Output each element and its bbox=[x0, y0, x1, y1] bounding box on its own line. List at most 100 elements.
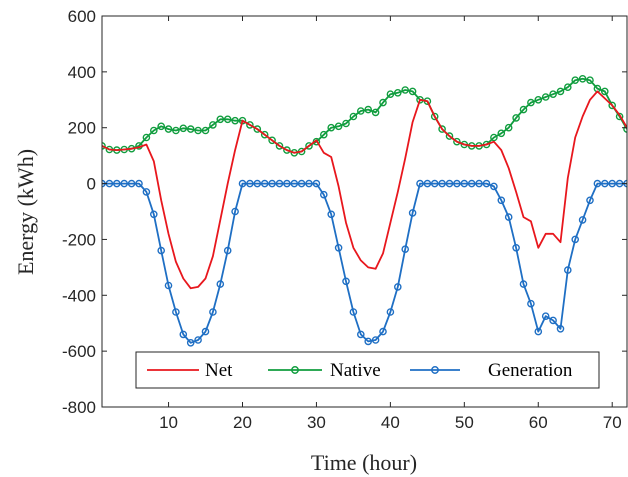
data-point-generation bbox=[371, 336, 380, 344]
data-point-native bbox=[149, 126, 158, 135]
data-point-generation bbox=[260, 179, 269, 188]
y-tick-label: 0 bbox=[87, 175, 96, 194]
data-point-native bbox=[209, 121, 217, 129]
data-point-generation bbox=[416, 179, 424, 188]
data-point-generation bbox=[275, 179, 284, 188]
data-point-generation bbox=[423, 179, 432, 188]
x-tick-label: 30 bbox=[307, 413, 326, 432]
data-point-generation bbox=[438, 179, 446, 188]
data-point-generation bbox=[564, 266, 572, 274]
data-point-generation bbox=[549, 316, 557, 325]
data-point-native bbox=[334, 122, 343, 131]
data-point-generation bbox=[283, 179, 291, 188]
data-point-generation bbox=[490, 182, 498, 191]
data-point-native bbox=[253, 125, 262, 133]
data-point-native bbox=[408, 87, 417, 96]
data-point-native bbox=[327, 123, 336, 132]
data-point-generation bbox=[512, 243, 520, 252]
data-point-generation bbox=[401, 245, 410, 253]
data-point-generation bbox=[534, 327, 543, 336]
series-line-native bbox=[102, 77, 627, 154]
data-point-generation bbox=[209, 308, 217, 316]
legend-generation-label: Generation bbox=[488, 360, 573, 381]
data-point-native bbox=[615, 112, 624, 121]
data-point-generation bbox=[268, 179, 276, 188]
data-point-native bbox=[386, 90, 395, 98]
data-point-native bbox=[512, 114, 520, 122]
data-point-native bbox=[356, 107, 365, 115]
data-point-generation bbox=[253, 179, 262, 188]
data-point-generation bbox=[393, 283, 402, 291]
x-tick-label: 50 bbox=[455, 413, 474, 432]
data-point-generation bbox=[127, 179, 136, 188]
data-point-generation bbox=[231, 207, 239, 216]
data-point-generation bbox=[334, 243, 343, 252]
legend-generation-marker bbox=[431, 366, 439, 374]
data-point-generation bbox=[356, 330, 365, 339]
plot-area-frame bbox=[101, 15, 628, 408]
data-point-generation bbox=[386, 308, 395, 316]
data-point-native bbox=[379, 98, 387, 107]
data-point-native bbox=[519, 105, 528, 114]
x-tick-label: 40 bbox=[381, 413, 400, 432]
data-point-native bbox=[172, 126, 180, 135]
data-point-generation bbox=[290, 179, 299, 188]
data-point-native bbox=[179, 124, 188, 133]
x-tick-label: 10 bbox=[159, 413, 178, 432]
data-point-generation bbox=[342, 277, 350, 286]
data-point-native bbox=[504, 123, 513, 132]
data-point-generation bbox=[120, 179, 128, 188]
data-point-generation bbox=[475, 179, 483, 188]
data-point-native bbox=[527, 98, 535, 107]
data-point-generation bbox=[601, 179, 609, 188]
data-point-generation bbox=[135, 179, 143, 188]
data-point-generation bbox=[113, 179, 121, 188]
data-point-generation bbox=[305, 179, 313, 188]
data-point-generation bbox=[223, 246, 232, 255]
data-point-native bbox=[564, 83, 572, 91]
data-point-generation bbox=[519, 280, 528, 288]
data-point-generation bbox=[201, 327, 210, 336]
data-point-native bbox=[534, 96, 543, 104]
data-point-native bbox=[231, 116, 239, 125]
x-tick-label: 20 bbox=[233, 413, 252, 432]
data-point-generation bbox=[364, 337, 373, 346]
data-point-generation bbox=[312, 179, 321, 188]
data-point-generation bbox=[497, 196, 506, 205]
data-point-native bbox=[223, 115, 232, 124]
y-tick-label: -800 bbox=[62, 398, 96, 417]
data-point-generation bbox=[149, 210, 158, 219]
data-point-native bbox=[319, 130, 328, 139]
y-tick-label: -400 bbox=[62, 286, 96, 305]
series-line-net bbox=[102, 90, 627, 290]
data-point-native bbox=[601, 87, 609, 96]
data-point-native bbox=[623, 125, 627, 133]
data-point-native bbox=[445, 132, 454, 140]
data-point-native bbox=[541, 93, 550, 101]
data-point-native bbox=[142, 133, 151, 142]
legend-native-marker bbox=[291, 366, 299, 374]
data-point-generation bbox=[556, 324, 565, 333]
data-point-generation bbox=[194, 336, 202, 344]
data-point-generation bbox=[541, 312, 550, 321]
data-point-native bbox=[194, 126, 202, 135]
data-point-generation bbox=[504, 213, 513, 221]
series-layer bbox=[102, 75, 627, 347]
legend-native-label: Native bbox=[330, 360, 381, 381]
data-point-native bbox=[556, 87, 565, 96]
data-point-native bbox=[186, 125, 195, 133]
data-point-generation bbox=[608, 179, 617, 188]
data-point-native bbox=[571, 76, 580, 84]
data-point-generation bbox=[460, 179, 469, 188]
y-axis-title: Energy (kWh) bbox=[13, 149, 38, 275]
data-point-native bbox=[586, 76, 594, 84]
data-point-native bbox=[283, 146, 291, 154]
x-axis-title: Time (hour) bbox=[311, 450, 417, 475]
data-point-native bbox=[549, 90, 557, 98]
series-generation bbox=[102, 179, 627, 347]
data-point-generation bbox=[238, 179, 247, 188]
y-tick-label: 600 bbox=[68, 7, 96, 26]
y-tick-label: 400 bbox=[68, 63, 96, 82]
data-point-generation bbox=[246, 179, 254, 188]
data-point-generation bbox=[179, 330, 188, 339]
